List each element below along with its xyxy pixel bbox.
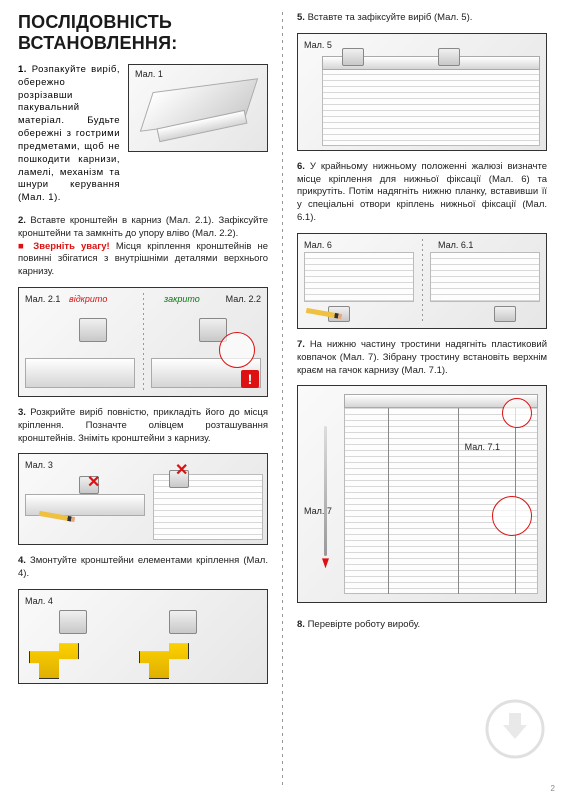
fig1-label: Мал. 1 bbox=[135, 69, 163, 79]
step1-num: 1. bbox=[18, 64, 27, 75]
step6-body: У крайньому нижньому положенні жалюзі ви… bbox=[297, 161, 547, 223]
fig22-label: Мал. 2.2 bbox=[226, 294, 261, 304]
figure-2: Мал. 2.1 відкрито закрито Мал. 2.2 ! bbox=[18, 287, 268, 397]
step5-body: Вставте та зафіксуйте виріб (Мал. 5). bbox=[308, 12, 473, 23]
fig4-label: Мал. 4 bbox=[25, 596, 53, 606]
step8-body: Перевірте роботу виробу. bbox=[308, 619, 421, 630]
fig2-warn-badge: ! bbox=[241, 370, 259, 388]
fig7-cord2 bbox=[458, 408, 459, 594]
step2-warn-prefix: ■ Зверніть увагу! bbox=[18, 241, 110, 252]
fig3-x2-icon: ✕ bbox=[175, 460, 188, 480]
step2-num: 2. bbox=[18, 215, 26, 226]
figure-7: Мал. 7 Мал. 7.1 bbox=[297, 385, 547, 603]
step4-body: Змонтуйте кронштейни елементами кріпленн… bbox=[18, 555, 268, 579]
fig4-drill2-icon bbox=[139, 639, 189, 679]
step4-num: 4. bbox=[18, 555, 26, 566]
fig2-divider bbox=[143, 293, 144, 391]
fig6-divider bbox=[422, 239, 423, 323]
fig3-label: Мал. 3 bbox=[25, 460, 53, 470]
figure-1: Мал. 1 bbox=[128, 64, 268, 152]
step3-text: 3. Розкрийте виріб повністю, прикладіть … bbox=[18, 407, 268, 445]
fig6-label: Мал. 6 bbox=[304, 240, 332, 250]
fig7-wand-cap-icon bbox=[322, 558, 329, 568]
step3-body: Розкрийте виріб повністю, прикладіть йог… bbox=[18, 407, 268, 444]
fig5-blinds bbox=[322, 68, 540, 146]
step1-body: Розпакуйте виріб, обережно розрізавши па… bbox=[18, 64, 120, 203]
page-number: 2 bbox=[551, 784, 555, 793]
fig2-left-bracket bbox=[79, 318, 107, 342]
step7-text: 7. На нижню частину тростини надягніть п… bbox=[297, 339, 547, 377]
fig61-label: Мал. 6.1 bbox=[438, 240, 473, 250]
step2-text: 2. Вставте кронштейн в карниз (Мал. 2.1)… bbox=[18, 215, 268, 279]
fig7-wand-icon bbox=[324, 426, 327, 556]
step7-num: 7. bbox=[297, 339, 305, 350]
step4-text: 4. Змонтуйте кронштейни елементами кріпл… bbox=[18, 555, 268, 581]
fig71-label: Мал. 7.1 bbox=[465, 442, 500, 452]
fig5-bracket2 bbox=[438, 48, 460, 66]
right-column: 5. Вставте та зафіксуйте виріб (Мал. 5).… bbox=[283, 12, 547, 787]
step1-row: 1. Розпакуйте виріб, обережно розрізавши… bbox=[18, 64, 268, 205]
fig2-closed-label: закрито bbox=[164, 294, 200, 304]
fig2-open-label: відкрито bbox=[69, 294, 107, 304]
fig6-bracket-right bbox=[494, 306, 516, 322]
fig6-blinds-right bbox=[430, 252, 540, 302]
step5-num: 5. bbox=[297, 12, 305, 23]
fig4-drill1-icon bbox=[29, 639, 79, 679]
step2-body: Вставте кронштейн в карниз (Мал. 2.1). З… bbox=[18, 215, 268, 239]
fig21-label: Мал. 2.1 bbox=[25, 294, 60, 304]
fig4-bracket2 bbox=[169, 610, 197, 634]
step6-text: 6. У крайньому нижньому положенні жалюзі… bbox=[297, 161, 547, 225]
step6-num: 6. bbox=[297, 161, 305, 172]
fig4-bracket1 bbox=[59, 610, 87, 634]
figure-4: Мал. 4 bbox=[18, 589, 268, 684]
fig7-cord1 bbox=[388, 408, 389, 594]
watermark-icon bbox=[485, 699, 545, 759]
step8-num: 8. bbox=[297, 619, 305, 630]
step5-text: 5. Вставте та зафіксуйте виріб (Мал. 5). bbox=[297, 12, 547, 25]
page-title: ПОСЛІДОВНІСТЬ ВСТАНОВЛЕННЯ: bbox=[18, 12, 268, 54]
fig5-label: Мал. 5 bbox=[304, 40, 332, 50]
left-column: ПОСЛІДОВНІСТЬ ВСТАНОВЛЕННЯ: 1. Розпакуйт… bbox=[18, 12, 282, 787]
figure-5: Мал. 5 bbox=[297, 33, 547, 151]
figure-6: Мал. 6 Мал. 6.1 bbox=[297, 233, 547, 329]
fig3-x1-icon: ✕ bbox=[87, 472, 100, 492]
fig2-callout-circle bbox=[219, 332, 255, 368]
fig2-left-rail bbox=[25, 358, 135, 388]
fig7-label: Мал. 7 bbox=[304, 506, 332, 516]
step1-text: 1. Розпакуйте виріб, обережно розрізавши… bbox=[18, 64, 120, 205]
step3-num: 3. bbox=[18, 407, 26, 418]
fig5-bracket1 bbox=[342, 48, 364, 66]
fig6-blinds-left bbox=[304, 252, 414, 302]
step7-body: На нижню частину тростини надягніть плас… bbox=[297, 339, 547, 376]
step8-text: 8. Перевірте роботу виробу. bbox=[297, 619, 547, 632]
page-root: ПОСЛІДОВНІСТЬ ВСТАНОВЛЕННЯ: 1. Розпакуйт… bbox=[0, 0, 565, 799]
figure-3: Мал. 3 ✕ ✕ bbox=[18, 453, 268, 545]
